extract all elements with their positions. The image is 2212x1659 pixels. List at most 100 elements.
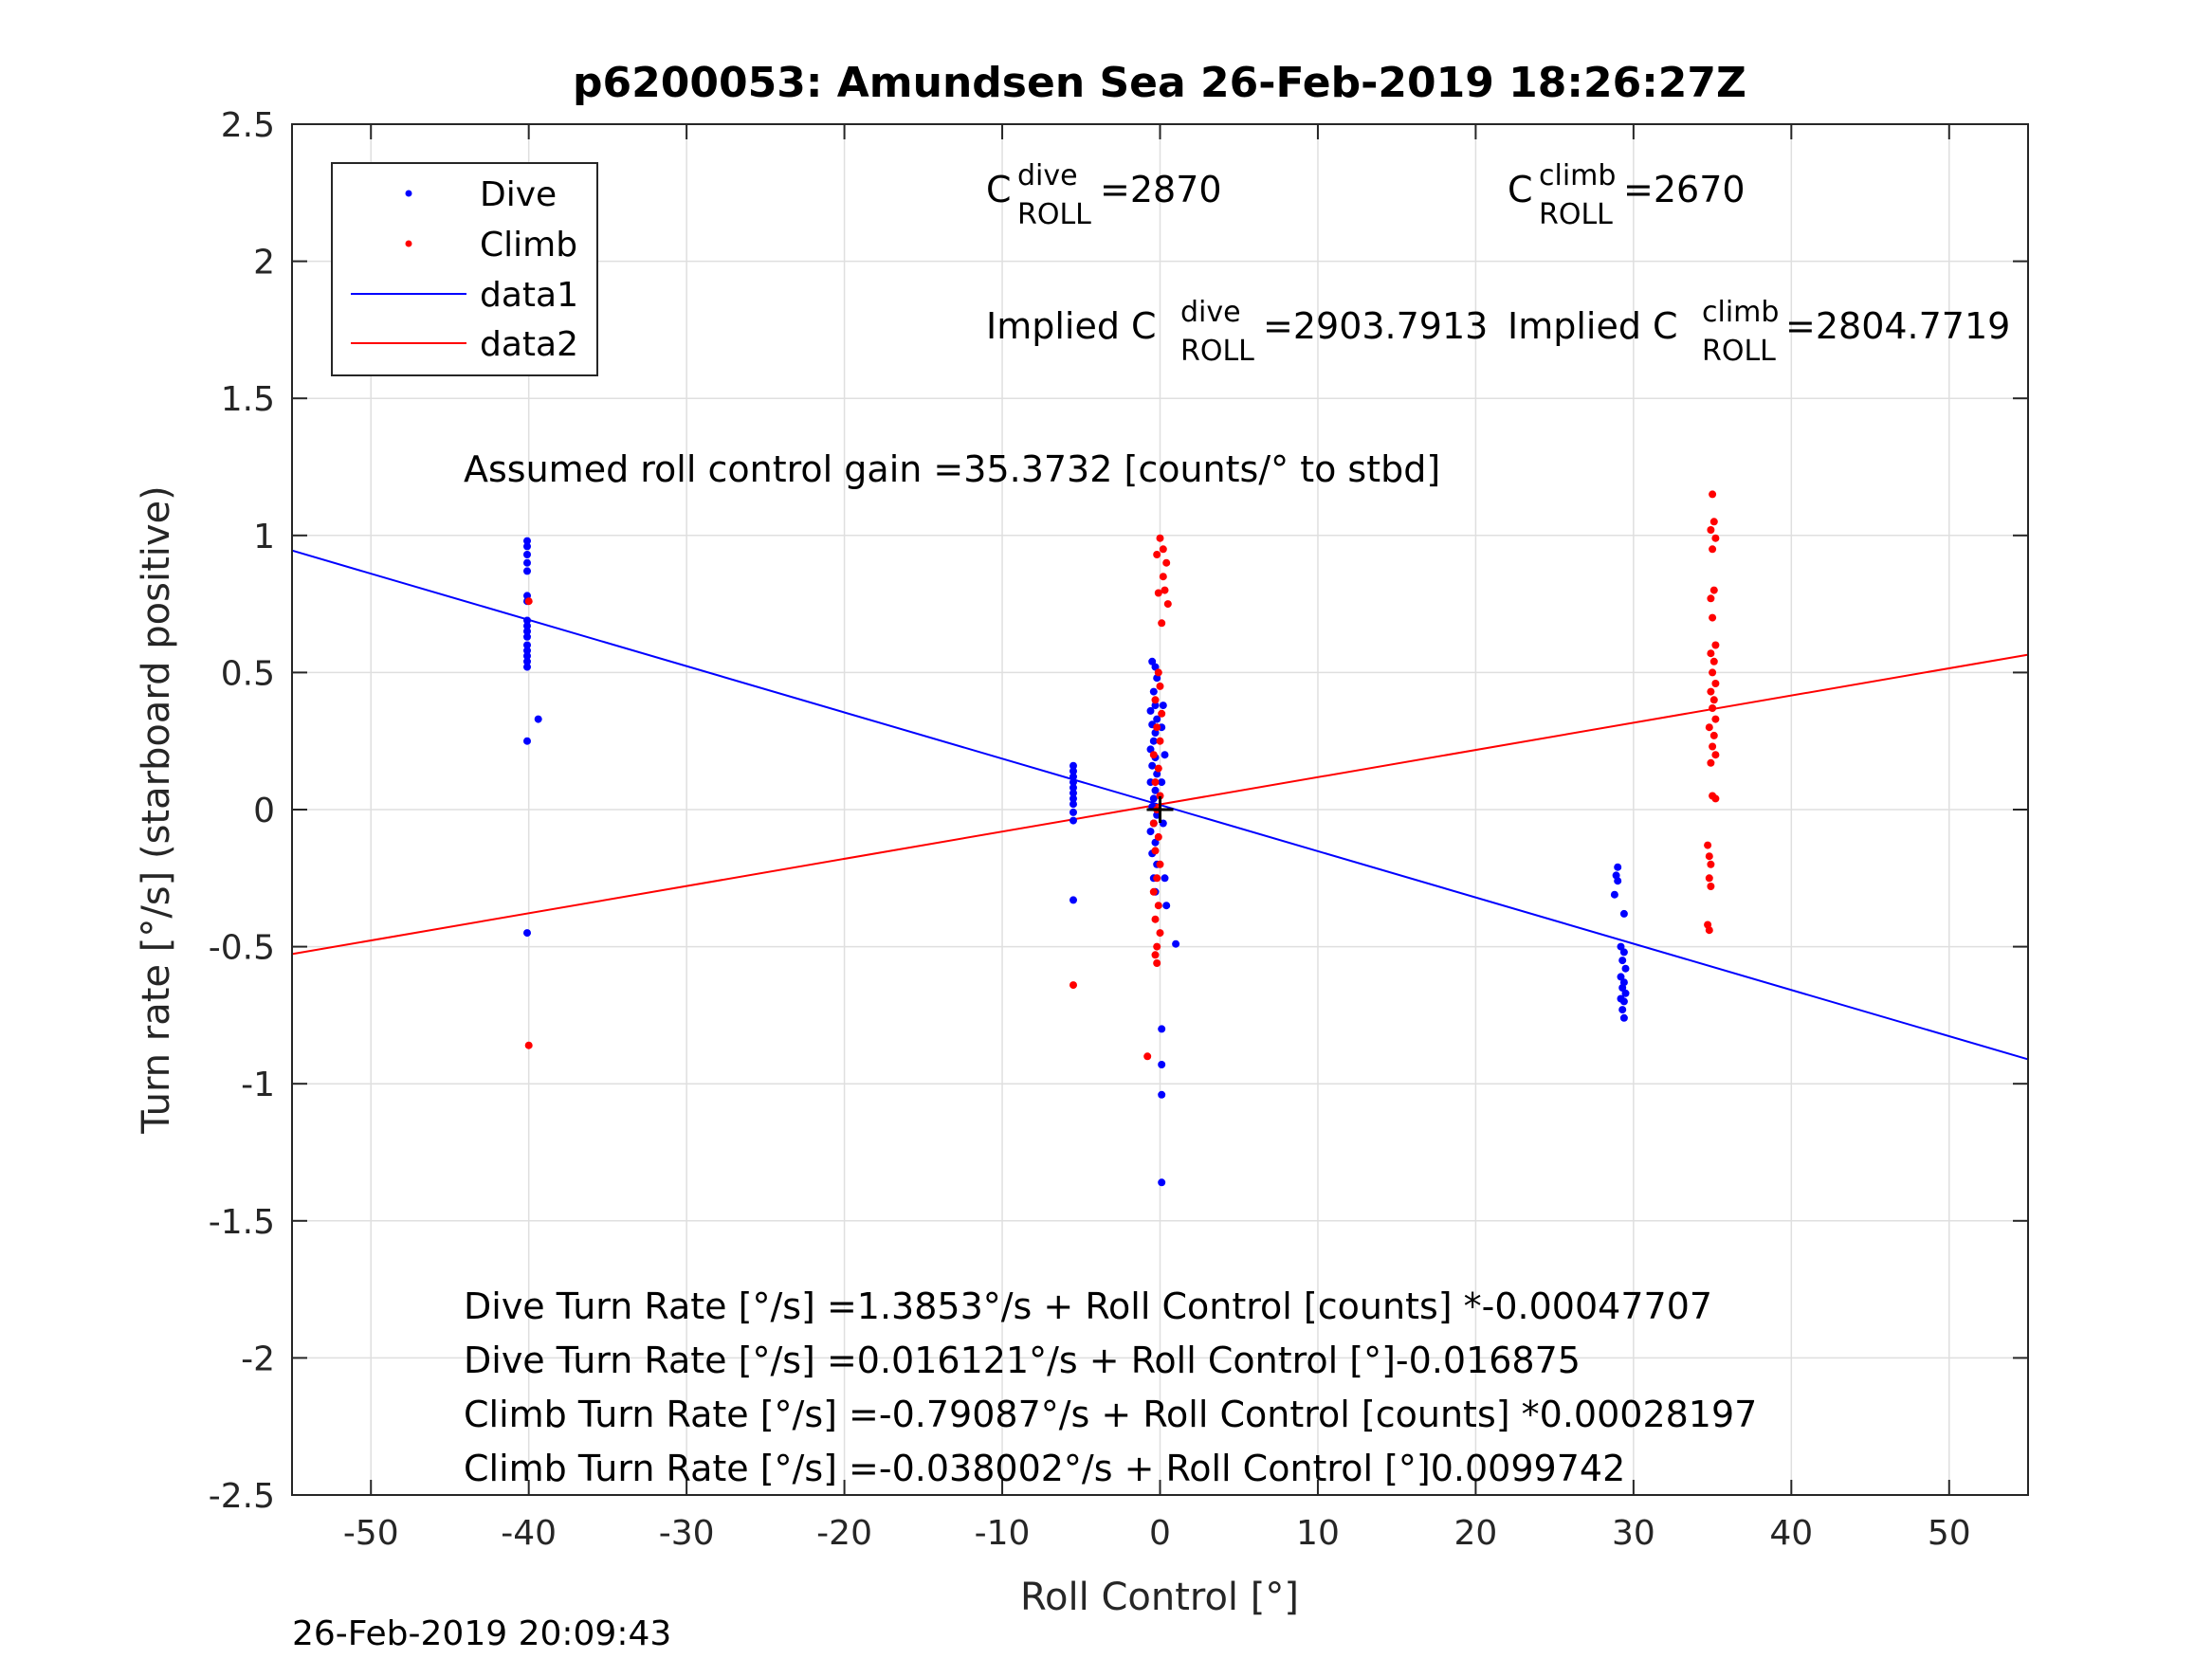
legend-climb-label: Climb (480, 226, 577, 264)
implied-c-roll-dive-annotation: Implied C dive ROLL =2903.7913 (986, 296, 1488, 368)
point-climb (1156, 682, 1164, 690)
x-tick-label: -40 (501, 1514, 557, 1553)
point-climb (1159, 545, 1167, 554)
implied-c-roll-climb-annotation: Implied C climb ROLL =2804.7719 (1508, 296, 2010, 368)
point-dive (1618, 1006, 1627, 1014)
y-tick-label: -2 (241, 1340, 275, 1378)
point-climb (1161, 586, 1169, 594)
y-tick-label: -1 (241, 1066, 275, 1104)
point-climb (1154, 764, 1162, 773)
point-climb (1707, 594, 1715, 603)
x-tick-label: 0 (1149, 1514, 1171, 1553)
point-climb (1711, 751, 1720, 759)
point-climb (1149, 819, 1158, 828)
legend-dive-label: Dive (480, 175, 557, 214)
c-roll-climb-annotation: C climb ROLL =2670 (1508, 159, 1746, 231)
point-dive (1069, 773, 1077, 781)
point-dive (1151, 702, 1160, 710)
point-dive (1146, 828, 1155, 836)
c-roll-dive-annotation: C dive ROLL =2870 (986, 159, 1222, 231)
y-axis-label: Turn rate [°/s] (starboard positive) (135, 485, 178, 1135)
point-climb (1143, 1052, 1152, 1061)
point-climb (1156, 860, 1164, 868)
point-climb (1151, 847, 1160, 855)
x-tick-label: -10 (975, 1514, 1031, 1553)
point-dive (1610, 890, 1618, 899)
point-climb (1151, 915, 1160, 923)
point-climb (1159, 573, 1167, 581)
axis-ticks: -50 -40 -30 -20 -10 0 10 20 30 40 50 2.5 2 1.5 1 0.5 0 -0… (209, 106, 2028, 1553)
c-roll-dive-sub: ROLL (1017, 198, 1091, 231)
point-climb (1705, 926, 1713, 935)
point-dive (1153, 715, 1161, 723)
c-roll-climb-sup: climb (1539, 159, 1616, 192)
c-roll-climb-value: =2670 (1623, 169, 1746, 210)
point-dive (1158, 1178, 1166, 1187)
point-climb (1707, 883, 1715, 890)
origin-marker (1146, 796, 1174, 823)
point-dive (523, 537, 531, 545)
point-climb (1707, 526, 1715, 534)
point-dive (1069, 767, 1077, 775)
point-climb (1153, 942, 1161, 951)
point-dive (1069, 800, 1077, 809)
point-climb (1069, 981, 1077, 990)
point-dive (1617, 942, 1625, 951)
point-dive (1069, 808, 1077, 816)
point-climb (1158, 619, 1166, 628)
chart-title: p6200053: Amundsen Sea 26-Feb-2019 18:26… (573, 59, 1746, 107)
point-climb (1153, 723, 1161, 732)
point-climb (1151, 696, 1160, 704)
implied-climb-sub: ROLL (1702, 335, 1776, 368)
y-tick-label: -0.5 (209, 929, 275, 968)
point-dive (1151, 663, 1160, 671)
point-dive (523, 622, 531, 630)
point-climb (1149, 751, 1158, 759)
implied-dive-base: Implied C (986, 305, 1157, 347)
point-dive (1621, 989, 1630, 997)
point-dive (523, 737, 531, 745)
point-dive (534, 715, 542, 723)
equation-climb-counts: Climb Turn Rate [°/s] =-0.79087°/s + Rol… (464, 1394, 1757, 1435)
point-climb (1707, 758, 1715, 767)
implied-dive-value: =2903.7913 (1263, 305, 1488, 347)
point-climb (1709, 518, 1718, 526)
implied-dive-sub: ROLL (1180, 335, 1254, 368)
implied-climb-sup: climb (1702, 296, 1779, 329)
point-climb (1158, 709, 1166, 718)
point-dive (1614, 863, 1622, 871)
implied-climb-base: Implied C (1508, 305, 1678, 347)
point-dive (1162, 902, 1171, 910)
point-climb (524, 597, 533, 606)
point-climb (1163, 600, 1172, 609)
point-climb (1709, 704, 1717, 712)
y-tick-label: 2 (253, 244, 275, 283)
point-dive (523, 657, 531, 665)
legend: Dive Climb data1 data2 (331, 162, 598, 376)
point-dive (523, 929, 531, 938)
x-tick-label: 50 (1928, 1514, 1971, 1553)
y-tick-label: -1.5 (209, 1203, 275, 1242)
c-roll-climb-base: C (1508, 169, 1533, 210)
point-climb (1151, 778, 1160, 787)
point-climb (1711, 534, 1720, 542)
point-climb (1153, 551, 1161, 558)
point-dive (523, 663, 531, 671)
point-climb (1707, 687, 1715, 696)
point-climb (1709, 657, 1718, 665)
point-dive (1149, 737, 1158, 745)
point-dive (1619, 909, 1628, 918)
x-tick-label: 30 (1612, 1514, 1655, 1553)
point-climb (1711, 680, 1720, 687)
point-dive (1151, 838, 1160, 847)
point-climb (1709, 545, 1717, 554)
point-climb (1151, 951, 1160, 959)
c-roll-climb-sub: ROLL (1539, 198, 1613, 231)
point-climb (1156, 737, 1164, 745)
point-dive (1146, 745, 1155, 754)
equation-climb-degrees: Climb Turn Rate [°/s] =-0.038002°/s + Ro… (464, 1448, 1625, 1489)
y-tick-label: 1 (253, 518, 275, 556)
y-tick-label: 2.5 (221, 106, 275, 145)
y-tick-label: 0 (253, 792, 275, 830)
